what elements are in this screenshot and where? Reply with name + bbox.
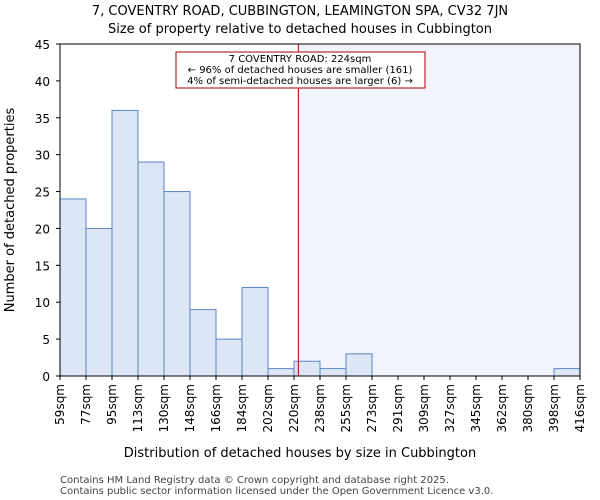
x-tick-label-113sqm: 113sqm — [131, 384, 145, 432]
y-tick-label-45: 45 — [35, 38, 50, 52]
x-tick-label-380sqm: 380sqm — [521, 384, 535, 432]
annotation-box — [175, 51, 426, 89]
above-threshold-region — [298, 44, 580, 376]
x-tick-label-202sqm: 202sqm — [261, 384, 275, 432]
bar-202sqm — [267, 368, 295, 377]
annotation-line-2: ← 96% of detached houses are smaller (16… — [188, 65, 413, 76]
bar-255sqm — [345, 353, 373, 377]
bar-238sqm — [319, 368, 347, 377]
y-tick-label-15: 15 — [35, 259, 50, 273]
y-tick-label-40: 40 — [35, 75, 50, 89]
y-axis-title: Number of detached properties — [3, 108, 18, 313]
y-tick-label-0: 0 — [42, 370, 50, 384]
bar-398sqm — [553, 368, 581, 377]
footer-line-1: Contains HM Land Registry data © Crown c… — [60, 475, 449, 486]
bars — [59, 109, 581, 377]
x-axis-title: Distribution of detached houses by size … — [124, 446, 476, 461]
chart-subtitle: Size of property relative to detached ho… — [108, 22, 492, 37]
bar-166sqm — [215, 338, 243, 377]
x-tick-label-220sqm: 220sqm — [287, 384, 301, 432]
y-tick-label-20: 20 — [35, 222, 50, 236]
y-tick-label-35: 35 — [35, 112, 50, 126]
bar-113sqm — [137, 161, 165, 377]
footer-line-2: Contains public sector information licen… — [60, 486, 493, 497]
x-tick-label-345sqm: 345sqm — [469, 384, 483, 432]
y-tick-label-30: 30 — [35, 149, 50, 163]
x-tick-label-362sqm: 362sqm — [495, 384, 509, 432]
x-tick-label-327sqm: 327sqm — [443, 384, 457, 432]
x-tick-label-273sqm: 273sqm — [365, 384, 379, 432]
x-tick-label-416sqm: 416sqm — [573, 384, 587, 432]
y-tick-label-5: 5 — [42, 333, 50, 347]
y-tick-label-25: 25 — [35, 186, 50, 200]
chart-title: 7, COVENTRY ROAD, CUBBINGTON, LEAMINGTON… — [92, 4, 508, 19]
x-tick-label-148sqm: 148sqm — [183, 384, 197, 432]
x-tick-label-130sqm: 130sqm — [157, 384, 171, 432]
x-tick-label-309sqm: 309sqm — [417, 384, 431, 432]
marker-annotation: 7 COVENTRY ROAD: 224sqm ← 96% of detache… — [175, 51, 426, 89]
bar-95sqm — [111, 109, 139, 377]
bar-184sqm — [241, 286, 269, 377]
y-tick-label-10: 10 — [35, 296, 50, 310]
x-axis: 59sqm 77sqm 95sqm 113sqm 130sqm 148sqm 166sqm 1… — [53, 376, 587, 432]
bar-77sqm — [85, 227, 113, 377]
x-tick-label-291sqm: 291sqm — [391, 384, 405, 432]
x-tick-label-398sqm: 398sqm — [547, 384, 561, 432]
x-tick-label-77sqm: 77sqm — [79, 384, 93, 425]
x-tick-label-255sqm: 255sqm — [339, 384, 353, 432]
bar-130sqm — [163, 191, 191, 377]
bar-59sqm — [59, 198, 87, 377]
x-tick-label-59sqm: 59sqm — [53, 384, 67, 425]
annotation-line-1: 7 COVENTRY ROAD: 224sqm — [229, 54, 372, 65]
x-tick-label-166sqm: 166sqm — [209, 384, 223, 432]
y-axis: 0 5 10 15 20 25 30 35 40 45 — [35, 38, 60, 384]
bar-148sqm — [189, 309, 217, 377]
annotation-line-3: 4% of semi-detached houses are larger (6… — [187, 76, 413, 87]
x-tick-label-184sqm: 184sqm — [235, 384, 249, 432]
x-tick-label-95sqm: 95sqm — [105, 384, 119, 425]
x-tick-label-238sqm: 238sqm — [313, 384, 327, 432]
plot-area: 0 5 10 15 20 25 30 35 40 45 59sqm 77sqm 95sqm 113sqm… — [35, 38, 587, 432]
